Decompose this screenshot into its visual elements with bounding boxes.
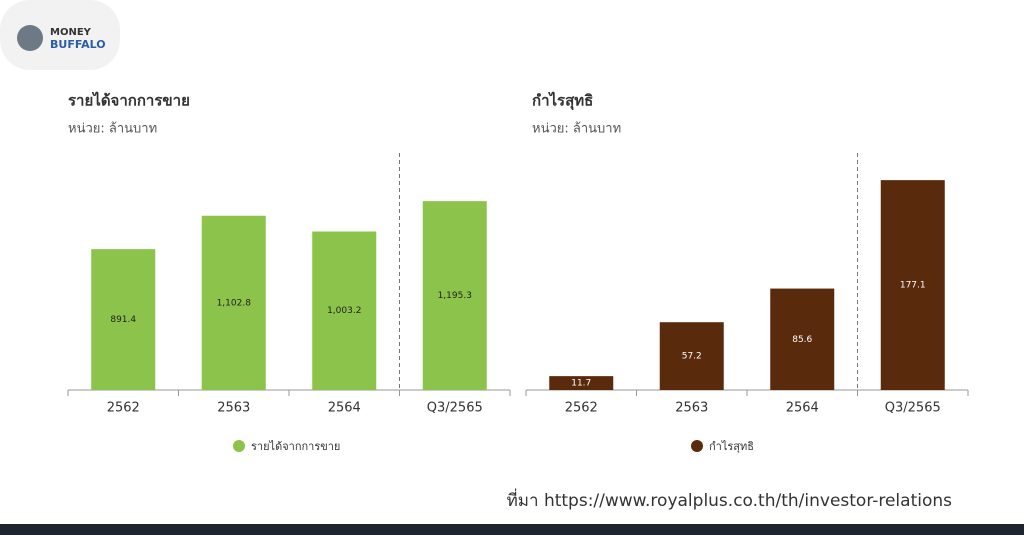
legend-swatch [691, 440, 703, 452]
source: ที่มา https://www.royalplus.co.th/th/inv… [507, 488, 953, 511]
bar [91, 249, 156, 390]
chart-subtitle: หน่วย: ล้านบาท [532, 122, 621, 137]
bar [549, 376, 614, 390]
logo-text: MONEY [50, 27, 92, 38]
chart-subtitle: หน่วย: ล้านบาท [68, 122, 157, 137]
x-tick-label: 2562 [107, 401, 140, 416]
x-tick-label: 2564 [328, 401, 361, 416]
chart-title: กำไรสุทธิ [532, 91, 593, 111]
logo-text: BUFFALO [50, 38, 106, 51]
value-label: 177.1 [900, 281, 926, 291]
x-tick-label: 2563 [217, 401, 250, 416]
x-tick-label: Q3/2565 [885, 401, 941, 416]
x-tick-label: Q3/2565 [427, 401, 483, 416]
logo-icon [17, 25, 43, 51]
logo-bg [0, 0, 120, 70]
bar [659, 322, 724, 390]
x-tick-label: 2564 [786, 401, 819, 416]
value-label: 1,195.3 [438, 291, 472, 301]
footer-bar [0, 524, 1024, 535]
legend-label: รายได้จากการขาย [251, 440, 340, 453]
x-tick-label: 2562 [565, 401, 598, 416]
value-label: 1,003.2 [327, 306, 361, 316]
legend-label: กำไรสุทธิ [709, 440, 754, 453]
chart-title: รายได้จากการขาย [68, 91, 190, 110]
value-label: 85.6 [792, 335, 812, 345]
bar [201, 215, 266, 390]
value-label: 11.7 [571, 379, 591, 389]
legend-swatch [233, 440, 245, 452]
value-label: 1,102.8 [217, 298, 252, 308]
value-label: 57.2 [682, 352, 702, 362]
x-tick-label: 2563 [675, 401, 708, 416]
bar [312, 231, 377, 390]
value-label: 891.4 [110, 315, 136, 325]
bar [770, 288, 835, 390]
bar [422, 201, 487, 390]
bar [880, 180, 945, 390]
